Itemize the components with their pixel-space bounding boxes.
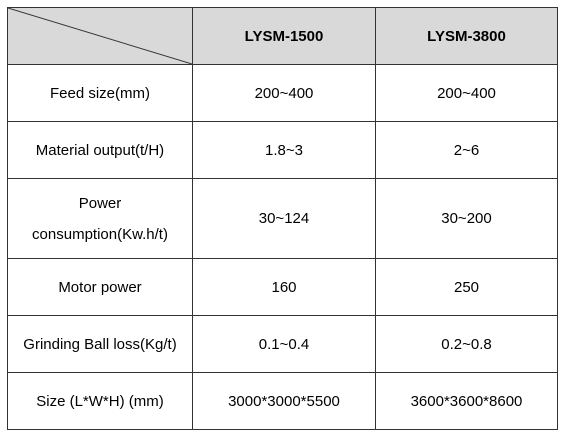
table-row: Power consumption(Kw.h/t) 30~124 30~200 xyxy=(7,178,558,259)
row-label: Power consumption(Kw.h/t) xyxy=(7,178,193,259)
column-header-lysm-1500: LYSM-1500 xyxy=(192,7,376,65)
table-row: Motor power 160 250 xyxy=(7,258,558,316)
table-cell: 3600*3600*8600 xyxy=(375,372,558,430)
row-label: Size (L*W*H) (mm) xyxy=(7,372,193,430)
table-row: Feed size(mm) 200~400 200~400 xyxy=(7,64,558,122)
header-corner-cell xyxy=(7,7,193,65)
table-row: Material output(t/H) 1.8~3 2~6 xyxy=(7,121,558,179)
row-label: Motor power xyxy=(7,258,193,316)
table-cell: 200~400 xyxy=(375,64,558,122)
table-row: Size (L*W*H) (mm) 3000*3000*5500 3600*36… xyxy=(7,372,558,430)
table-cell: 30~200 xyxy=(375,178,558,259)
table-cell: 0.2~0.8 xyxy=(375,315,558,373)
spec-table: LYSM-1500 LYSM-3800 Feed size(mm) 200~40… xyxy=(7,7,558,430)
table-cell: 200~400 xyxy=(192,64,376,122)
table-cell: 0.1~0.4 xyxy=(192,315,376,373)
column-header-lysm-3800: LYSM-3800 xyxy=(375,7,558,65)
row-label: Material output(t/H) xyxy=(7,121,193,179)
row-label: Grinding Ball loss(Kg/t) xyxy=(7,315,193,373)
table-cell: 160 xyxy=(192,258,376,316)
header-row: LYSM-1500 LYSM-3800 xyxy=(7,7,558,65)
table-cell: 2~6 xyxy=(375,121,558,179)
diagonal-divider xyxy=(8,8,192,64)
table-cell: 3000*3000*5500 xyxy=(192,372,376,430)
table-row: Grinding Ball loss(Kg/t) 0.1~0.4 0.2~0.8 xyxy=(7,315,558,373)
table-cell: 250 xyxy=(375,258,558,316)
table-cell: 1.8~3 xyxy=(192,121,376,179)
row-label: Feed size(mm) xyxy=(7,64,193,122)
table-cell: 30~124 xyxy=(192,178,376,259)
